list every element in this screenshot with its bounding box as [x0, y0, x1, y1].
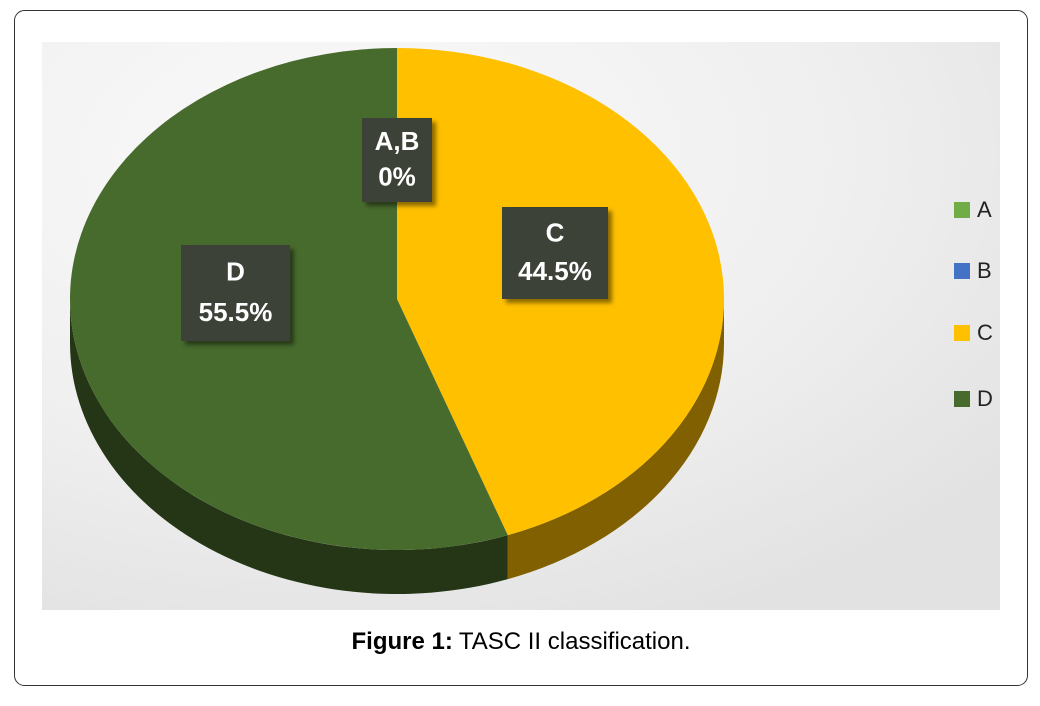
plot: A,B 0% C 44.5% D 55.5% A B C D	[70, 48, 993, 594]
caption-label: Figure 1:	[352, 628, 453, 655]
legend-label: A	[977, 197, 992, 222]
callout-box	[362, 118, 432, 202]
legend-swatch	[954, 202, 970, 218]
legend-label: C	[977, 320, 993, 345]
caption: Figure 1: TASC II classification.	[352, 628, 691, 655]
legend-label: D	[977, 386, 993, 411]
callout-value: 44.5%	[518, 256, 592, 286]
legend-swatch	[954, 263, 970, 279]
callout-name: A,B	[375, 126, 420, 156]
callout-value: 0%	[378, 161, 416, 191]
legend-swatch	[954, 325, 970, 341]
callout-box	[181, 245, 290, 341]
wedge-side	[507, 299, 724, 580]
legend-swatch	[954, 391, 970, 407]
callout-value: 55.5%	[199, 297, 273, 327]
callout-name: C	[546, 217, 565, 247]
callout-name: D	[226, 257, 245, 287]
legend-label: B	[977, 258, 992, 283]
caption-text: TASC II classification.	[459, 628, 691, 655]
callout-box	[502, 207, 608, 299]
wedge-side	[70, 299, 508, 594]
